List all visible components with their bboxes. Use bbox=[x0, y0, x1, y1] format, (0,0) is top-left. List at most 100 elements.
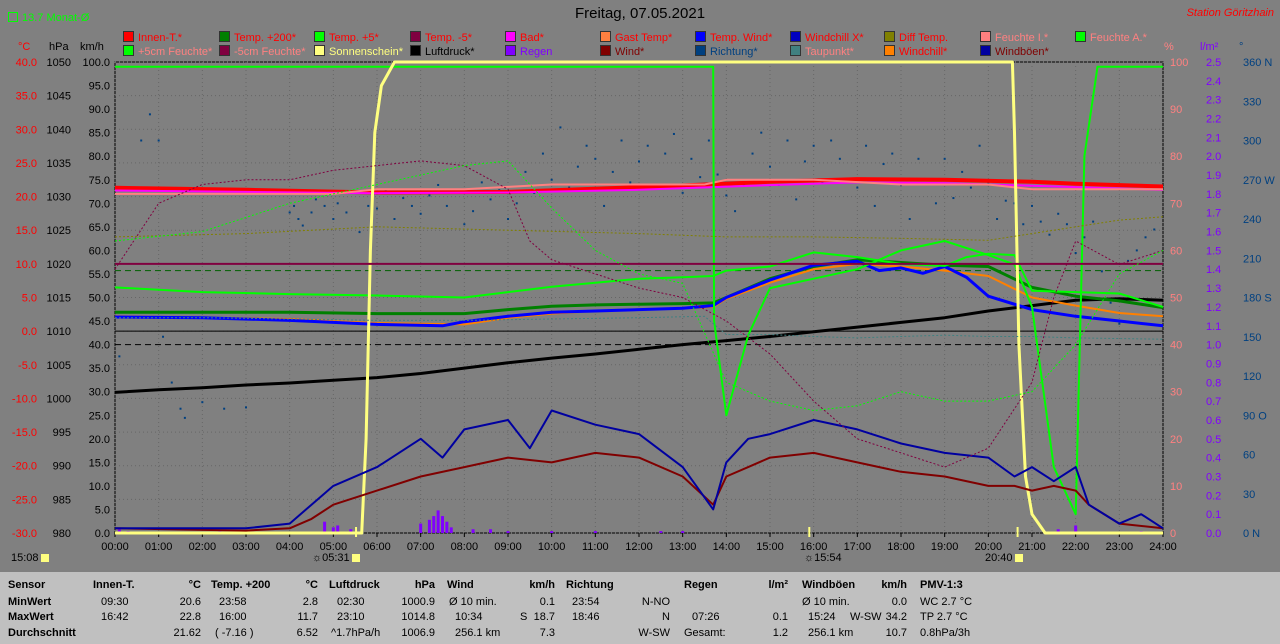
temp-max: 11.7 bbox=[297, 611, 318, 623]
wind-direction-point bbox=[917, 157, 920, 160]
wind-direction-point bbox=[934, 202, 937, 205]
wind-direction-point bbox=[585, 144, 588, 147]
y-tick-direction: 90 O bbox=[1243, 410, 1267, 422]
y-tick-celsius: -15.0 bbox=[12, 427, 37, 439]
rain-bar bbox=[506, 531, 510, 533]
wind-direction-point bbox=[428, 194, 431, 197]
series-line bbox=[115, 409, 1164, 530]
noon-marker: ☼15:54 bbox=[804, 552, 842, 564]
x-tick-label: 07:00 bbox=[407, 541, 435, 553]
legend-label: Temp. +5* bbox=[329, 32, 379, 44]
wind-r2a: 10:34 bbox=[455, 611, 483, 623]
richtung-r3b: W-SW bbox=[638, 627, 670, 639]
x-tick-label: 06:00 bbox=[363, 541, 391, 553]
legend-label: Feuchte A.* bbox=[1090, 32, 1147, 44]
richtung-r1b: N-NO bbox=[641, 596, 670, 608]
wind-direction-point bbox=[812, 144, 815, 147]
y-tick-kmh: 20.0 bbox=[89, 434, 110, 446]
y-tick-hpa: 985 bbox=[53, 494, 71, 506]
axis-head-degree: ° bbox=[1239, 41, 1244, 53]
regen-r3b: 1.2 bbox=[772, 627, 788, 639]
wind-direction-point bbox=[795, 198, 798, 201]
y-tick-hpa: 1010 bbox=[47, 326, 71, 338]
y-tick-kmh: 30.0 bbox=[89, 387, 110, 399]
rain-bar bbox=[432, 516, 436, 533]
wind-direction-point bbox=[664, 152, 667, 155]
y-tick-rain: 1.3 bbox=[1206, 283, 1221, 295]
wind-direction-point bbox=[1074, 252, 1077, 255]
innen-max-time: 16:42 bbox=[101, 611, 129, 623]
boeen-r3a: 256.1 km bbox=[808, 627, 854, 639]
y-tick-rain: 1.5 bbox=[1206, 245, 1221, 257]
label-max: MaxWert bbox=[8, 611, 54, 623]
wind-direction-point bbox=[1100, 270, 1103, 273]
boeen-r1b: 0.0 bbox=[891, 596, 907, 608]
wind-direction-point bbox=[882, 163, 885, 166]
wind-direction-point bbox=[707, 139, 710, 142]
wind-direction-point bbox=[620, 139, 623, 142]
wind-direction-point bbox=[1022, 223, 1025, 226]
y-tick-celsius: 10.0 bbox=[16, 259, 37, 271]
x-tick-label: 21:00 bbox=[1018, 541, 1046, 553]
stats-innen: Innen-T. °C 09:30 20.6 16:42 22.8 21.62 bbox=[93, 576, 201, 642]
rain-bar bbox=[323, 521, 327, 533]
luft-min: 1000.9 bbox=[401, 596, 435, 608]
legend-swatch bbox=[123, 45, 134, 56]
legend-swatch bbox=[410, 31, 421, 42]
stats-richtung: Richtung 23:54 N-NO 18:46 N W-SW bbox=[566, 576, 670, 642]
boeen-r2b: 34.2 bbox=[885, 611, 907, 623]
innen-max: 22.8 bbox=[179, 611, 201, 623]
innen-avg: 21.62 bbox=[173, 627, 201, 639]
legend-item: Sonnenschein* bbox=[314, 45, 403, 58]
wind-r2b: 18.7 bbox=[533, 611, 555, 623]
sunset-sun-icon bbox=[1014, 554, 1023, 562]
x-tick-label: 12:00 bbox=[625, 541, 653, 553]
y-tick-rain: 2.1 bbox=[1206, 132, 1221, 144]
y-tick-celsius: -20.0 bbox=[12, 461, 37, 473]
wind-direction-point bbox=[1057, 212, 1060, 215]
luft-max: 1014.8 bbox=[401, 611, 435, 623]
x-tick-label: 11:00 bbox=[582, 541, 609, 553]
y-tick-kmh: 65.0 bbox=[89, 222, 110, 234]
boeen-r1a: Ø 10 min. bbox=[802, 596, 850, 608]
wind-direction-point bbox=[472, 210, 475, 213]
y-tick-percent: 50 bbox=[1170, 293, 1182, 305]
y-tick-rain: 0.2 bbox=[1206, 490, 1221, 502]
series-line bbox=[114, 160, 1164, 411]
wind-direction-point bbox=[323, 204, 326, 207]
wind-direction-point bbox=[489, 198, 492, 201]
wind-r2c: S bbox=[520, 611, 528, 623]
y-tick-kmh: 85.0 bbox=[89, 128, 110, 140]
x-tick-label: 01:00 bbox=[145, 541, 173, 553]
y-tick-direction: 330 bbox=[1243, 96, 1261, 108]
statistics-panel: Sensor MinWert MaxWert Durchschnitt Inne… bbox=[0, 572, 1280, 644]
legend-swatch bbox=[314, 45, 325, 56]
wind-direction-point bbox=[996, 218, 999, 220]
legend-label: Diff Temp. bbox=[899, 32, 949, 44]
y-tick-hpa: 1020 bbox=[47, 259, 71, 271]
axis-head-rain: l/m² bbox=[1200, 41, 1219, 53]
y-tick-celsius: -5.0 bbox=[18, 360, 37, 372]
legend-label: Windchill* bbox=[899, 46, 948, 58]
wind-direction-point bbox=[201, 401, 204, 404]
y-tick-hpa: 1005 bbox=[47, 360, 71, 372]
wind-direction-point bbox=[1127, 259, 1130, 262]
wind-direction-point bbox=[838, 157, 841, 160]
wind-direction-point bbox=[769, 165, 771, 168]
wind-direction-point bbox=[367, 204, 370, 207]
legend-swatch bbox=[219, 45, 230, 56]
boeen-r3b: 10.7 bbox=[885, 627, 907, 639]
legend-label: Temp. +200* bbox=[234, 32, 297, 44]
y-tick-celsius: 30.0 bbox=[16, 124, 37, 136]
legend-label: Wind* bbox=[615, 46, 645, 58]
wind-direction-point bbox=[515, 202, 518, 205]
luft-min-time: 02:30 bbox=[337, 596, 365, 608]
legend-swatch bbox=[980, 31, 991, 42]
sunrise-time: 05:31 bbox=[322, 552, 350, 564]
wind-unit: km/h bbox=[529, 579, 555, 591]
y-tick-kmh: 55.0 bbox=[89, 269, 110, 281]
y-tick-celsius: 20.0 bbox=[16, 192, 37, 204]
sunset-marker: 20:40 bbox=[985, 552, 1023, 564]
richtung-r1a: 23:54 bbox=[572, 596, 600, 608]
wind-direction-point bbox=[148, 113, 151, 116]
